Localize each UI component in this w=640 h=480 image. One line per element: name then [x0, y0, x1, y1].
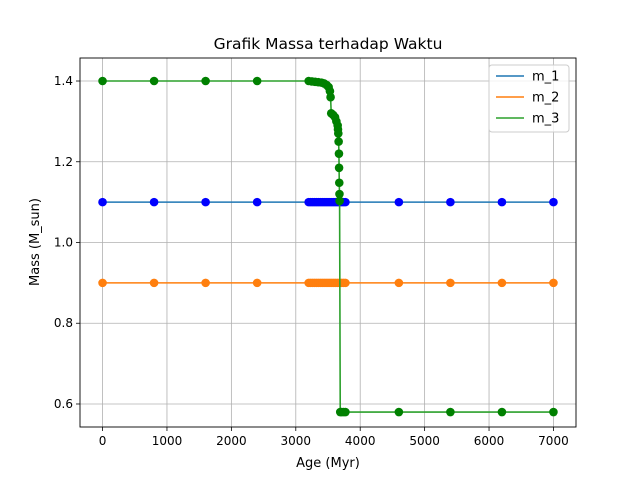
- legend: m_1 m_2 m_3: [488, 64, 570, 133]
- data-point: [497, 407, 507, 417]
- data-point: [446, 197, 455, 207]
- data-point: [201, 197, 210, 207]
- y-axis: 0.6 0.8 1.0 1.2 1.4: [54, 74, 80, 411]
- data-point: [335, 196, 344, 206]
- data-point: [201, 76, 210, 86]
- data-point: [549, 278, 558, 288]
- data-point: [394, 197, 404, 207]
- x-tick-label: 3000: [281, 434, 312, 448]
- data-point: [446, 278, 455, 288]
- data-point: [252, 197, 262, 207]
- data-point: [394, 407, 404, 417]
- data-point: [334, 137, 343, 146]
- data-point: [149, 76, 159, 86]
- x-tick-label: 6000: [474, 434, 505, 448]
- data-point: [341, 278, 350, 288]
- x-tick-label: 2000: [216, 434, 247, 448]
- data-point: [334, 129, 343, 138]
- y-tick-label: 1.0: [54, 236, 73, 250]
- data-point: [334, 163, 344, 173]
- data-point: [394, 278, 404, 288]
- legend-label: m_1: [532, 70, 559, 85]
- legend-box: [488, 64, 570, 133]
- data-point: [98, 76, 107, 86]
- data-point: [252, 76, 262, 86]
- y-axis-label: Mass (M_sun): [28, 198, 43, 286]
- data-point: [497, 278, 507, 288]
- data-point: [334, 178, 344, 188]
- series-m_3: [98, 76, 558, 417]
- series-layer: [98, 76, 558, 417]
- data-point: [98, 278, 107, 288]
- data-point: [326, 92, 335, 102]
- data-point: [98, 197, 107, 207]
- chart-title: Grafik Massa terhadap Waktu: [214, 35, 443, 53]
- x-tick-label: 5000: [409, 434, 440, 448]
- data-point: [341, 407, 350, 417]
- data-point: [252, 278, 262, 288]
- x-tick-label: 7000: [538, 434, 569, 448]
- legend-label: m_3: [532, 112, 559, 127]
- data-point: [335, 189, 344, 199]
- data-point: [149, 197, 159, 207]
- data-point: [497, 197, 507, 207]
- x-tick-label: 0: [99, 434, 107, 448]
- y-tick-label: 0.8: [54, 316, 73, 330]
- x-axis-label: Age (Myr): [296, 456, 360, 471]
- data-point: [149, 278, 159, 288]
- data-point: [549, 197, 558, 207]
- legend-label: m_2: [532, 91, 559, 106]
- y-tick-label: 0.6: [54, 397, 73, 411]
- data-point: [334, 149, 344, 158]
- y-tick-label: 1.2: [54, 155, 73, 169]
- x-axis: 0 1000 2000 3000 4000 5000 6000 7000: [99, 427, 569, 448]
- y-tick-label: 1.4: [54, 74, 73, 88]
- data-point: [201, 278, 210, 288]
- x-tick-label: 1000: [152, 434, 183, 448]
- data-point: [549, 407, 558, 417]
- x-tick-label: 4000: [345, 434, 376, 448]
- series-m_2: [98, 278, 558, 288]
- data-point: [446, 407, 455, 417]
